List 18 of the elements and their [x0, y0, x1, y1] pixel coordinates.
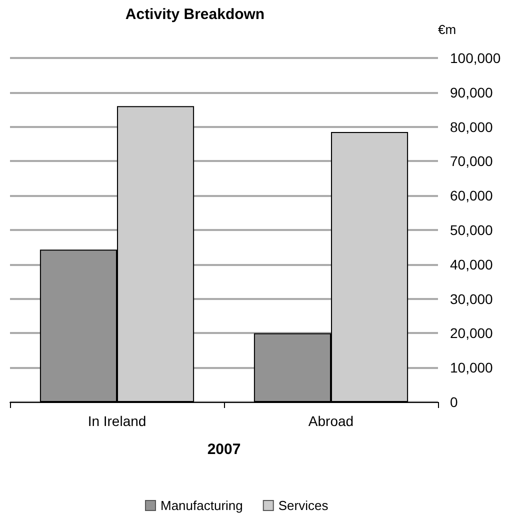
x-tick-label: Abroad: [308, 413, 354, 429]
y-tick-label: 90,000: [450, 84, 494, 100]
y-tick-label: 0: [450, 394, 458, 410]
legend-label: Services: [278, 498, 329, 513]
y-tick-label: 20,000: [450, 325, 494, 342]
y-tick-label: 80,000: [450, 118, 494, 135]
y-tick-label: 50,000: [450, 222, 494, 238]
chart-title: Activity Breakdown: [125, 6, 265, 23]
legend-label: Manufacturing: [160, 498, 243, 513]
y-tick-label: 70,000: [450, 153, 494, 170]
y-tick-label: 30,000: [450, 290, 494, 307]
y-tick-label: 40,000: [450, 256, 494, 272]
x-axis-title: 2007: [207, 441, 241, 458]
x-tick-label: In Ireland: [88, 413, 146, 429]
y-tick-label: 60,000: [450, 188, 494, 204]
y-tick-label: 10,000: [450, 360, 494, 376]
y-axis-title: €m: [438, 22, 456, 37]
y-tick-label: 100,000: [450, 50, 501, 66]
